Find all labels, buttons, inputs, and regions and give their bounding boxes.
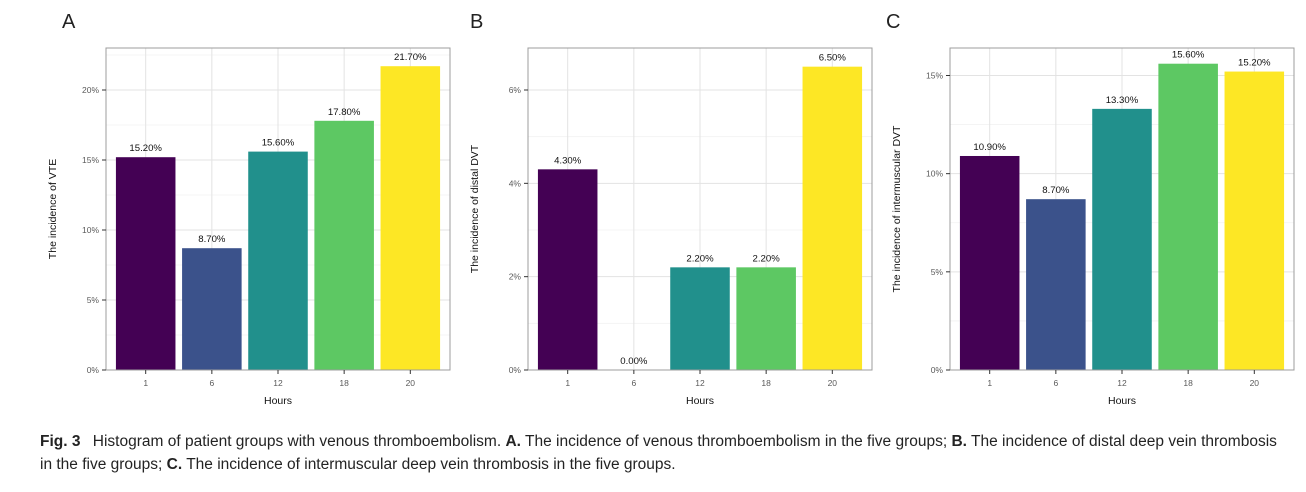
y-tick-label: 0% bbox=[87, 365, 100, 375]
caption-a-label: A. bbox=[505, 433, 521, 450]
bar-value-label: 15.60% bbox=[262, 138, 295, 149]
bar-value-label: 2.20% bbox=[686, 253, 714, 264]
y-tick-label: 0% bbox=[509, 365, 522, 375]
panel-label-c: C bbox=[886, 11, 901, 33]
charts-row: A 0% 5% 10% 15% 20% 1 6 12 18 20 15.20% 8.70% 15.60%… bbox=[40, 8, 1306, 408]
caption-c-text: The incidence of intermuscular deep vein… bbox=[186, 456, 676, 474]
bar-hours-12 bbox=[248, 151, 308, 370]
y-tick-label: 2% bbox=[509, 272, 522, 282]
y-tick-label: 5% bbox=[931, 267, 944, 277]
bar-chart-distal-dvt-incidence: 0% 2% 4% 6% 1 6 12 18 20 4.30% 0.00% 2.20% 2.20% 6.50… bbox=[469, 47, 873, 407]
x-tick-label: 18 bbox=[1183, 378, 1193, 388]
bar-hours-1 bbox=[115, 157, 176, 370]
bar-chart-vte-incidence: 0% 5% 10% 15% 20% 1 6 12 18 20 15.20% 8.70% 15.60% 17… bbox=[47, 47, 451, 407]
bar-value-label: 17.80% bbox=[328, 107, 361, 118]
bar-hours-1 bbox=[537, 169, 598, 370]
x-tick-label: 6 bbox=[631, 378, 636, 388]
x-tick-label: 20 bbox=[406, 378, 416, 388]
chart-panel-a: A 0% 5% 10% 15% 20% 1 6 12 18 20 15.20% 8.70% 15.60%… bbox=[40, 8, 462, 408]
panel-label-a: A bbox=[62, 11, 76, 33]
caption-c-label: C. bbox=[166, 456, 183, 474]
x-tick-label: 12 bbox=[695, 378, 705, 388]
x-tick-label: 6 bbox=[209, 378, 214, 388]
bar-value-label: 0.00% bbox=[620, 356, 648, 367]
x-tick-label: 20 bbox=[1250, 378, 1260, 388]
y-axis-title: The incidence of intermuscular DVT bbox=[891, 125, 903, 292]
y-tick-label: 20% bbox=[82, 85, 99, 95]
x-tick-label: 18 bbox=[761, 378, 771, 388]
y-tick-label: 5% bbox=[87, 295, 100, 305]
y-axis-title: The incidence of VTE bbox=[47, 159, 59, 259]
y-tick-label: 6% bbox=[509, 85, 522, 95]
bar-value-label: 15.20% bbox=[129, 143, 162, 154]
chart-panel-c: C 0% 5% 10% 15% 1 6 12 18 20 10.90% 8.70% 13.30% 15.… bbox=[884, 8, 1306, 408]
bar-value-label: 2.20% bbox=[753, 253, 781, 264]
bar-hours-12 bbox=[670, 267, 730, 370]
bar-hours-20 bbox=[802, 66, 863, 370]
caption-b-label: B. bbox=[951, 433, 967, 450]
y-tick-label: 4% bbox=[509, 178, 522, 188]
panel-label-b: B bbox=[470, 11, 484, 33]
bar-value-label: 4.30% bbox=[554, 155, 582, 166]
caption-intro-text: Histogram of patient groups with venous … bbox=[92, 433, 502, 450]
y-tick-label: 10% bbox=[926, 169, 943, 179]
bar-hours-18 bbox=[1158, 63, 1218, 371]
x-tick-label: 18 bbox=[339, 378, 349, 388]
bar-hours-1 bbox=[959, 155, 1020, 370]
bar-value-label: 15.60% bbox=[1172, 50, 1205, 61]
bar-hours-18 bbox=[314, 120, 374, 370]
y-axis-title: The incidence of distal DVT bbox=[469, 144, 481, 273]
x-tick-label: 6 bbox=[1053, 378, 1058, 388]
x-tick-label: 12 bbox=[273, 378, 283, 388]
bar-value-label: 8.70% bbox=[1042, 185, 1070, 196]
bar-hours-12 bbox=[1092, 108, 1152, 371]
x-axis-title: Hours bbox=[686, 395, 714, 407]
bar-value-label: 21.70% bbox=[394, 52, 427, 63]
x-tick-label: 1 bbox=[565, 378, 570, 388]
bar-value-label: 8.70% bbox=[198, 234, 226, 245]
y-tick-label: 10% bbox=[82, 225, 99, 235]
figure-caption: Fig. 3 Histogram of patient groups with … bbox=[40, 430, 1280, 477]
bar-value-label: 6.50% bbox=[819, 53, 847, 64]
x-tick-label: 1 bbox=[987, 378, 992, 388]
y-tick-label: 0% bbox=[931, 365, 944, 375]
caption-figure-number: Fig. 3 bbox=[40, 433, 81, 450]
bar-value-label: 13.30% bbox=[1106, 95, 1139, 106]
bar-chart-intermuscular-dvt-incidence: 0% 5% 10% 15% 1 6 12 18 20 10.90% 8.70% 13.30% 15.60… bbox=[891, 47, 1295, 407]
x-tick-label: 20 bbox=[828, 378, 838, 388]
x-axis-title: Hours bbox=[264, 395, 292, 407]
y-tick-label: 15% bbox=[926, 70, 943, 80]
caption-b-text: The incidence of distal deep vein thromb… bbox=[40, 433, 1277, 474]
bar-hours-18 bbox=[736, 267, 796, 370]
bar-value-label: 15.20% bbox=[1238, 58, 1271, 69]
x-tick-label: 1 bbox=[143, 378, 148, 388]
bar-hours-20 bbox=[380, 66, 441, 370]
chart-panel-b: B 0% 2% 4% 6% 1 6 12 18 20 4.30% 0.00% 2.20% 2.20% 6.… bbox=[462, 8, 884, 408]
caption-a-text: The incidence of venous thromboembolism … bbox=[525, 433, 948, 450]
y-tick-label: 15% bbox=[82, 155, 99, 165]
bar-hours-6 bbox=[182, 248, 242, 370]
bar-value-label: 10.90% bbox=[973, 142, 1006, 153]
bar-hours-6 bbox=[1026, 199, 1086, 370]
x-tick-label: 12 bbox=[1117, 378, 1127, 388]
x-axis-title: Hours bbox=[1108, 395, 1136, 407]
bar-hours-20 bbox=[1224, 71, 1285, 370]
